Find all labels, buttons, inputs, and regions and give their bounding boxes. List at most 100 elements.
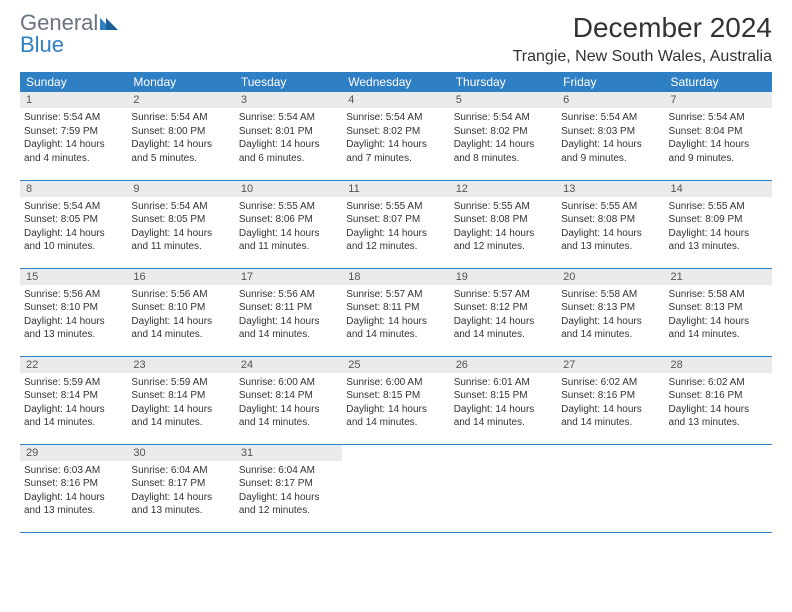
sunset-line: Sunset: 8:03 PM bbox=[561, 125, 660, 139]
day-details: Sunrise: 6:02 AMSunset: 8:16 PMDaylight:… bbox=[665, 373, 772, 434]
sunrise-line: Sunrise: 5:55 AM bbox=[239, 200, 338, 214]
sunset-line: Sunset: 8:17 PM bbox=[239, 477, 338, 491]
sunrise-line: Sunrise: 5:55 AM bbox=[669, 200, 768, 214]
day-details: Sunrise: 5:56 AMSunset: 8:11 PMDaylight:… bbox=[235, 285, 342, 346]
calendar-row: 22Sunrise: 5:59 AMSunset: 8:14 PMDayligh… bbox=[20, 356, 772, 444]
calendar-cell: 12 Sunrise: 5:55 AMSunset: 8:08 PMDayligh… bbox=[450, 180, 557, 268]
sunset-line: Sunset: 8:05 PM bbox=[24, 213, 123, 227]
sunrise-line: Sunrise: 5:54 AM bbox=[561, 111, 660, 125]
daylight-line: Daylight: 14 hours and 11 minutes. bbox=[239, 227, 338, 254]
sunrise-line: Sunrise: 6:02 AM bbox=[561, 376, 660, 390]
day-number: 17 bbox=[235, 269, 342, 285]
calendar-body: 1Sunrise: 5:54 AMSunset: 7:59 PMDaylight… bbox=[20, 92, 772, 532]
day-number: 20 bbox=[557, 269, 664, 285]
sunset-line: Sunset: 7:59 PM bbox=[24, 125, 123, 139]
sunset-line: Sunset: 8:11 PM bbox=[239, 301, 338, 315]
day-details: Sunrise: 5:58 AMSunset: 8:13 PMDaylight:… bbox=[665, 285, 772, 346]
sunset-line: Sunset: 8:10 PM bbox=[24, 301, 123, 315]
calendar-cell: 11Sunrise: 5:55 AMSunset: 8:07 PMDayligh… bbox=[342, 180, 449, 268]
daylight-line: Daylight: 14 hours and 14 minutes. bbox=[24, 403, 123, 430]
daylight-line: Daylight: 14 hours and 14 minutes. bbox=[561, 403, 660, 430]
calendar-cell: 30Sunrise: 6:04 AMSunset: 8:17 PMDayligh… bbox=[127, 444, 234, 532]
sunrise-line: Sunrise: 5:57 AM bbox=[454, 288, 553, 302]
calendar-cell: 2Sunrise: 5:54 AMSunset: 8:00 PMDaylight… bbox=[127, 92, 234, 180]
day-details: Sunrise: 6:00 AMSunset: 8:15 PMDaylight:… bbox=[342, 373, 449, 434]
sunrise-line: Sunrise: 5:58 AM bbox=[561, 288, 660, 302]
day-details: Sunrise: 5:55 AMSunset: 8:09 PMDaylight:… bbox=[665, 197, 772, 258]
calendar-cell: 21Sunrise: 5:58 AMSunset: 8:13 PMDayligh… bbox=[665, 268, 772, 356]
day-number: 5 bbox=[450, 92, 557, 108]
sunset-line: Sunset: 8:13 PM bbox=[669, 301, 768, 315]
daylight-line: Daylight: 14 hours and 12 minutes. bbox=[454, 227, 553, 254]
sunset-line: Sunset: 8:08 PM bbox=[454, 213, 553, 227]
day-number: 7 bbox=[665, 92, 772, 108]
sunset-line: Sunset: 8:11 PM bbox=[346, 301, 445, 315]
day-number: 24 bbox=[235, 357, 342, 373]
day-number: 8 bbox=[20, 181, 127, 197]
day-details: Sunrise: 5:54 AMSunset: 8:05 PMDaylight:… bbox=[20, 197, 127, 258]
sunrise-line: Sunrise: 5:58 AM bbox=[669, 288, 768, 302]
day-number: 12 bbox=[450, 181, 557, 197]
weekday-header-row: Sunday Monday Tuesday Wednesday Thursday… bbox=[20, 72, 772, 92]
weekday-header: Thursday bbox=[450, 72, 557, 92]
day-details: Sunrise: 5:58 AMSunset: 8:13 PMDaylight:… bbox=[557, 285, 664, 346]
sunset-line: Sunset: 8:02 PM bbox=[454, 125, 553, 139]
calendar-cell: 6Sunrise: 5:54 AMSunset: 8:03 PMDaylight… bbox=[557, 92, 664, 180]
calendar-cell: 15Sunrise: 5:56 AMSunset: 8:10 PMDayligh… bbox=[20, 268, 127, 356]
sunrise-line: Sunrise: 5:54 AM bbox=[669, 111, 768, 125]
day-number: 6 bbox=[557, 92, 664, 108]
sunrise-line: Sunrise: 5:55 AM bbox=[454, 200, 553, 214]
daylight-line: Daylight: 14 hours and 13 minutes. bbox=[561, 227, 660, 254]
daylight-line: Daylight: 14 hours and 7 minutes. bbox=[346, 138, 445, 165]
day-number: 26 bbox=[450, 357, 557, 373]
triangle-icon bbox=[100, 12, 118, 34]
sunrise-line: Sunrise: 5:54 AM bbox=[24, 111, 123, 125]
calendar-cell: 25Sunrise: 6:00 AMSunset: 8:15 PMDayligh… bbox=[342, 356, 449, 444]
daylight-line: Daylight: 14 hours and 14 minutes. bbox=[239, 315, 338, 342]
calendar-row: 8Sunrise: 5:54 AMSunset: 8:05 PMDaylight… bbox=[20, 180, 772, 268]
sunrise-line: Sunrise: 6:01 AM bbox=[454, 376, 553, 390]
day-details: Sunrise: 5:54 AMSunset: 8:02 PMDaylight:… bbox=[450, 108, 557, 169]
day-number: 15 bbox=[20, 269, 127, 285]
calendar-cell-empty bbox=[342, 444, 449, 532]
month-title: December 2024 bbox=[513, 12, 772, 44]
sunrise-line: Sunrise: 6:03 AM bbox=[24, 464, 123, 478]
day-number: 2 bbox=[127, 92, 234, 108]
sunset-line: Sunset: 8:14 PM bbox=[131, 389, 230, 403]
weekday-header: Tuesday bbox=[235, 72, 342, 92]
day-details: Sunrise: 5:54 AMSunset: 8:03 PMDaylight:… bbox=[557, 108, 664, 169]
day-number: 28 bbox=[665, 357, 772, 373]
calendar-cell: 26Sunrise: 6:01 AMSunset: 8:15 PMDayligh… bbox=[450, 356, 557, 444]
sunrise-line: Sunrise: 6:00 AM bbox=[346, 376, 445, 390]
sunset-line: Sunset: 8:05 PM bbox=[131, 213, 230, 227]
day-details: Sunrise: 5:59 AMSunset: 8:14 PMDaylight:… bbox=[127, 373, 234, 434]
day-number: 13 bbox=[557, 181, 664, 197]
calendar-cell: 20Sunrise: 5:58 AMSunset: 8:13 PMDayligh… bbox=[557, 268, 664, 356]
sunrise-line: Sunrise: 5:59 AM bbox=[24, 376, 123, 390]
calendar-cell: 24Sunrise: 6:00 AMSunset: 8:14 PMDayligh… bbox=[235, 356, 342, 444]
calendar-cell: 31Sunrise: 6:04 AMSunset: 8:17 PMDayligh… bbox=[235, 444, 342, 532]
sunrise-line: Sunrise: 5:56 AM bbox=[239, 288, 338, 302]
daylight-line: Daylight: 14 hours and 14 minutes. bbox=[346, 403, 445, 430]
calendar-cell-empty bbox=[665, 444, 772, 532]
sunset-line: Sunset: 8:07 PM bbox=[346, 213, 445, 227]
calendar-cell: 4Sunrise: 5:54 AMSunset: 8:02 PMDaylight… bbox=[342, 92, 449, 180]
daylight-line: Daylight: 14 hours and 13 minutes. bbox=[24, 491, 123, 518]
day-details: Sunrise: 6:03 AMSunset: 8:16 PMDaylight:… bbox=[20, 461, 127, 522]
sunrise-line: Sunrise: 5:54 AM bbox=[131, 200, 230, 214]
sunrise-line: Sunrise: 5:54 AM bbox=[131, 111, 230, 125]
daylight-line: Daylight: 14 hours and 14 minutes. bbox=[131, 315, 230, 342]
calendar-row: 15Sunrise: 5:56 AMSunset: 8:10 PMDayligh… bbox=[20, 268, 772, 356]
brand-logo: General Blue bbox=[20, 12, 118, 56]
day-details: Sunrise: 5:54 AMSunset: 7:59 PMDaylight:… bbox=[20, 108, 127, 169]
daylight-line: Daylight: 14 hours and 5 minutes. bbox=[131, 138, 230, 165]
calendar-cell: 28Sunrise: 6:02 AMSunset: 8:16 PMDayligh… bbox=[665, 356, 772, 444]
calendar-cell: 16Sunrise: 5:56 AMSunset: 8:10 PMDayligh… bbox=[127, 268, 234, 356]
sunrise-line: Sunrise: 5:56 AM bbox=[24, 288, 123, 302]
brand-part2: Blue bbox=[20, 32, 64, 57]
sunrise-line: Sunrise: 5:54 AM bbox=[239, 111, 338, 125]
weekday-header: Wednesday bbox=[342, 72, 449, 92]
sunrise-line: Sunrise: 6:04 AM bbox=[239, 464, 338, 478]
sunset-line: Sunset: 8:13 PM bbox=[561, 301, 660, 315]
weekday-header: Monday bbox=[127, 72, 234, 92]
